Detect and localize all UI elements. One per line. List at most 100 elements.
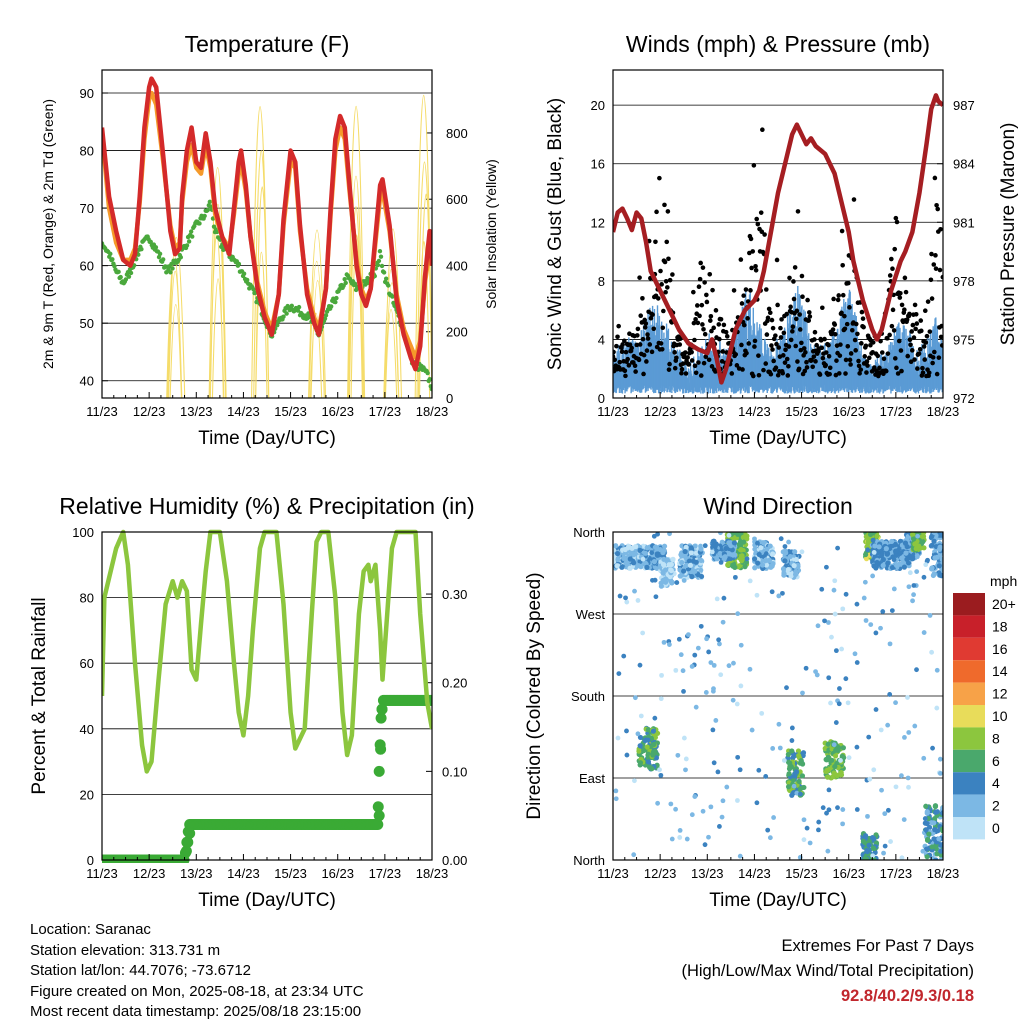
gust-point (847, 305, 852, 310)
gust-point (889, 323, 895, 329)
gust-point (836, 371, 842, 376)
x-tick-label: 14/23 (227, 866, 260, 881)
y-tick-label: 40 (80, 722, 94, 737)
direction-point (755, 540, 760, 546)
direction-point (725, 562, 731, 568)
gust-point (734, 363, 740, 368)
direction-point (717, 824, 722, 829)
gust-point (822, 336, 827, 342)
gust-point (764, 287, 769, 292)
dewpoint-point (383, 276, 389, 281)
x-tick-label: 12/23 (644, 404, 677, 419)
legend-label: 10 (992, 708, 1008, 724)
direction-point (860, 838, 867, 844)
y2-tick-label: 972 (953, 391, 975, 406)
direction-point (658, 772, 664, 778)
dewpoint-point (108, 251, 113, 257)
direction-point (776, 721, 782, 727)
gust-point (706, 357, 712, 363)
solar-curve (208, 167, 227, 398)
direction-point (846, 755, 852, 761)
gust-point (889, 256, 894, 262)
direction-point (862, 579, 868, 585)
direction-point (921, 755, 927, 761)
x-tick-label: 15/23 (785, 866, 818, 881)
direction-point (651, 741, 657, 747)
y2-axis-label: Station Pressure (Maroon) (998, 123, 1019, 346)
direction-point (667, 573, 673, 580)
direction-point (839, 646, 844, 652)
direction-point (652, 748, 658, 754)
direction-point (835, 545, 841, 551)
direction-point (938, 848, 943, 854)
direction-point (872, 543, 878, 549)
direction-point (624, 599, 630, 605)
y2-tick-label: 0 (446, 391, 453, 406)
direction-point (770, 551, 776, 557)
gust-point (685, 355, 690, 360)
direction-point (720, 798, 726, 804)
gust-point (868, 342, 873, 348)
gust-point (797, 327, 803, 332)
extremes-box: Extremes For Past 7 Days (High/Low/Max W… (681, 934, 974, 1009)
direction-point (912, 723, 918, 729)
direction-point (884, 551, 890, 557)
y-tick-label: 8 (598, 274, 605, 289)
gust-point (689, 358, 695, 363)
plot-frame (101, 69, 433, 399)
direction-point (669, 836, 675, 842)
gust-point (665, 209, 671, 214)
direction-point (798, 758, 804, 764)
gust-point (660, 325, 666, 331)
gust-point (769, 343, 774, 348)
direction-point (617, 593, 623, 599)
direction-point (914, 569, 920, 574)
direction-point (644, 545, 650, 551)
x-tick-label: 13/23 (691, 866, 724, 881)
gust-point (780, 370, 786, 376)
direction-point (865, 813, 870, 819)
direction-point (751, 556, 758, 562)
gust-point (640, 336, 646, 342)
gust-point (645, 332, 650, 337)
gust-point (617, 359, 623, 365)
direction-point (883, 546, 889, 552)
dewpoint-point (202, 213, 207, 219)
direction-point (718, 559, 724, 565)
y-tick-label: 50 (80, 316, 94, 331)
y2-tick-label: 0.20 (442, 676, 467, 691)
chart-title: Wind Direction (703, 493, 853, 519)
dewpoint-point (126, 274, 132, 279)
gust-point (749, 265, 754, 271)
gust-point (746, 341, 752, 346)
gust-point (814, 342, 819, 348)
direction-point (939, 810, 943, 816)
direction-point (706, 649, 712, 655)
gust-point (692, 337, 697, 343)
direction-point (732, 574, 738, 580)
direction-point (789, 738, 795, 743)
gust-point (663, 289, 668, 295)
direction-point (718, 532, 723, 536)
gust-point (833, 331, 838, 337)
gust-point (804, 359, 809, 365)
gust-point (866, 355, 872, 361)
direction-point (923, 562, 929, 568)
legend-label: 14 (992, 663, 1008, 679)
direction-point (649, 766, 655, 772)
direction-point (650, 728, 656, 734)
direction-point (910, 598, 915, 604)
dewpoint-point (128, 270, 134, 276)
direction-point (667, 642, 672, 647)
direction-point (652, 715, 658, 721)
gust-point (909, 348, 915, 353)
direction-point (637, 734, 644, 741)
gust-point (795, 209, 801, 214)
chart-title: Winds (mph) & Pressure (mb) (626, 31, 930, 57)
direction-point (816, 827, 821, 833)
direction-point (756, 767, 762, 773)
direction-point (915, 533, 921, 539)
direction-point (632, 588, 637, 594)
direction-point (632, 695, 638, 701)
